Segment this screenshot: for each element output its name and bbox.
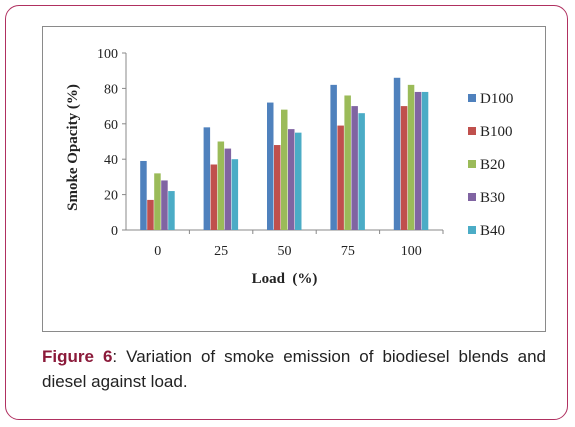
x-tick-label: 25 [214,244,228,259]
x-tick-label: 50 [278,244,292,259]
bar-b20-0 [154,173,161,230]
figure-caption: Figure 6: Variation of smoke emission of… [42,344,546,394]
legend-label-d100: D100 [480,91,513,107]
y-tick-label: 40 [104,153,118,168]
y-axis-title: Smoke Opacity (%) [65,84,81,211]
x-axis-title: Load (%) [252,271,318,287]
y-tick-label: 100 [97,47,118,62]
bar-d100-50 [267,102,274,230]
bar-b30-50 [288,129,295,230]
y-tick-label: 60 [104,118,118,133]
bar-b20-75 [344,95,351,230]
bar-b100-75 [337,125,344,230]
bar-b20-25 [217,141,225,230]
bar-b40-75 [358,113,365,230]
bar-b100-25 [210,164,218,230]
bar-d100-0 [140,160,147,230]
legend-label-b100: B100 [480,124,513,140]
bar-b40-50 [295,132,302,230]
bar-b20-50 [281,109,288,230]
y-tick-label: 0 [111,224,118,239]
y-tick-label: 80 [104,82,118,97]
bar-b30-75 [351,106,358,230]
bar-b100-50 [274,145,281,230]
bar-b40-100 [421,91,429,230]
legend-swatch-b100 [468,127,476,135]
bar-b30-100 [414,91,422,230]
legend-label-b20: B20 [480,157,505,173]
bar-b100-100 [400,106,408,230]
bar-d100-25 [203,127,211,230]
bar-b30-0 [161,180,168,230]
legend-label-b30: B30 [480,190,505,206]
legend-swatch-b40 [468,226,476,234]
x-tick-label: 0 [154,244,161,259]
bar-b100-0 [147,199,154,230]
x-tick-label: 100 [401,244,422,259]
legend-swatch-b30 [468,193,476,201]
caption-text: : Variation of smoke emission of biodies… [42,347,546,391]
bar-b30-25 [224,148,232,230]
bar-chart: 0 20 40 60 80 100 0 25 50 75 100 Load (%) Smoke Opac… [65,47,513,287]
bar-b20-100 [407,84,415,230]
bar-b40-25 [231,159,239,230]
bar-d100-75 [330,84,337,230]
caption-label: Figure 6 [42,347,113,366]
y-tick-label: 20 [104,189,118,204]
bar-d100-100 [393,77,401,230]
legend-swatch-d100 [468,94,476,102]
legend-swatch-b20 [468,160,476,168]
legend-label-b40: B40 [480,223,505,239]
bar-b40-0 [168,191,175,230]
x-tick-label: 75 [341,244,355,259]
